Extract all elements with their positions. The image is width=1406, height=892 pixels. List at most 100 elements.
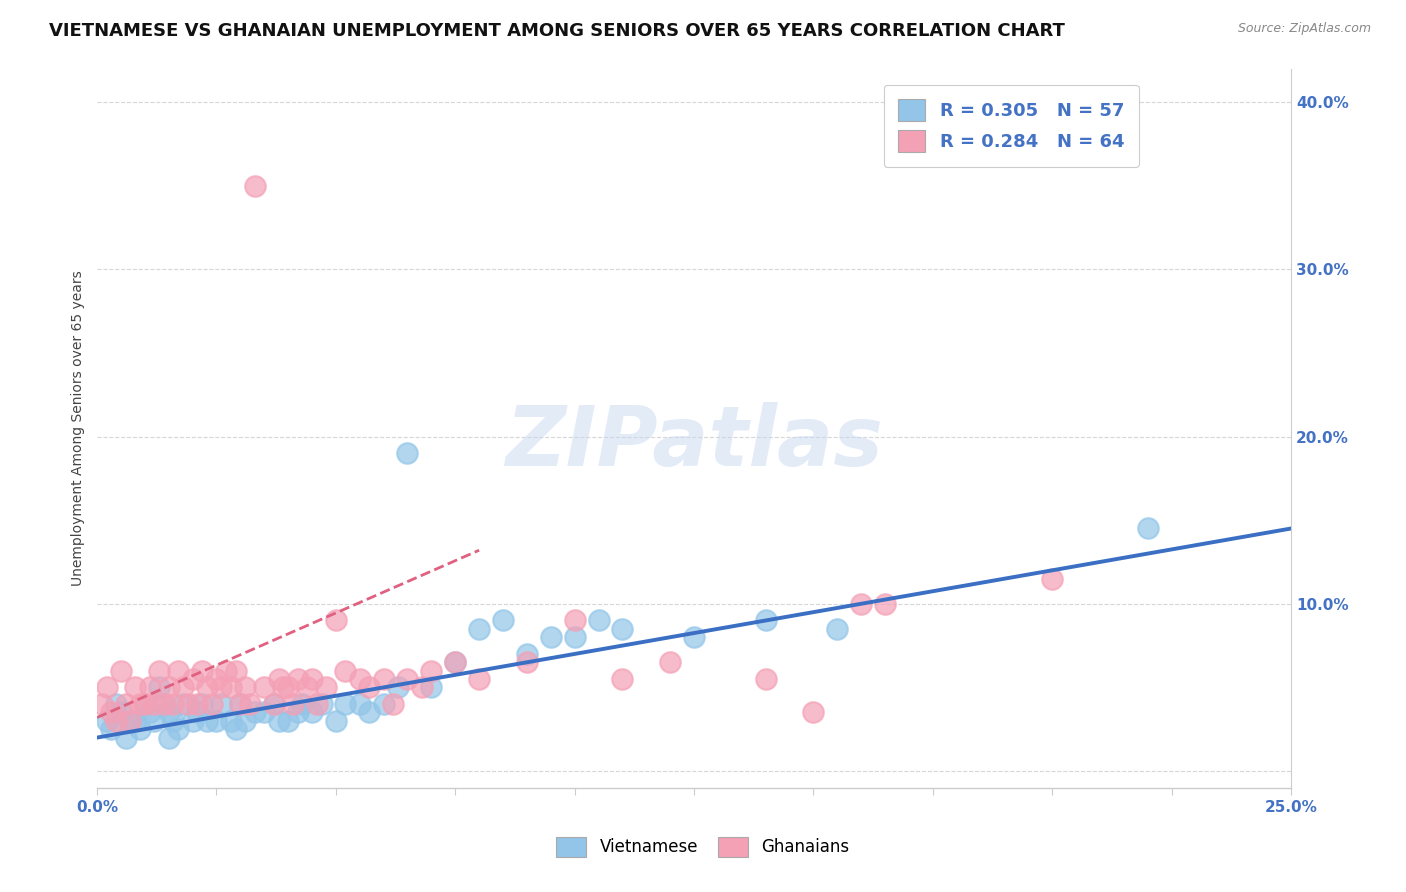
Point bbox=[143, 697, 166, 711]
Point bbox=[516, 647, 538, 661]
Point bbox=[153, 697, 176, 711]
Point bbox=[325, 614, 347, 628]
Point bbox=[396, 672, 419, 686]
Y-axis label: Unemployment Among Seniors over 65 years: Unemployment Among Seniors over 65 years bbox=[72, 270, 86, 586]
Text: VIETNAMESE VS GHANAIAN UNEMPLOYMENT AMONG SENIORS OVER 65 YEARS CORRELATION CHAR: VIETNAMESE VS GHANAIAN UNEMPLOYMENT AMON… bbox=[49, 22, 1066, 40]
Point bbox=[148, 681, 170, 695]
Point bbox=[420, 664, 443, 678]
Point bbox=[540, 630, 562, 644]
Text: ZIPatlas: ZIPatlas bbox=[505, 402, 883, 483]
Point bbox=[291, 697, 314, 711]
Point bbox=[239, 697, 262, 711]
Point bbox=[124, 681, 146, 695]
Point bbox=[755, 614, 778, 628]
Point bbox=[373, 672, 395, 686]
Point bbox=[191, 697, 214, 711]
Point bbox=[105, 697, 128, 711]
Point bbox=[277, 714, 299, 728]
Point bbox=[683, 630, 706, 644]
Point bbox=[612, 672, 634, 686]
Point bbox=[659, 655, 682, 669]
Point bbox=[387, 681, 409, 695]
Point bbox=[191, 664, 214, 678]
Point bbox=[100, 706, 122, 720]
Point bbox=[875, 597, 897, 611]
Point bbox=[349, 697, 371, 711]
Point bbox=[359, 706, 381, 720]
Point bbox=[96, 714, 118, 728]
Point bbox=[138, 706, 160, 720]
Point bbox=[253, 681, 276, 695]
Text: Source: ZipAtlas.com: Source: ZipAtlas.com bbox=[1237, 22, 1371, 36]
Point bbox=[396, 446, 419, 460]
Point bbox=[209, 681, 232, 695]
Point bbox=[181, 714, 204, 728]
Point bbox=[167, 664, 190, 678]
Point bbox=[167, 723, 190, 737]
Point bbox=[100, 723, 122, 737]
Point bbox=[359, 681, 381, 695]
Legend: Vietnamese, Ghanaians: Vietnamese, Ghanaians bbox=[543, 823, 863, 871]
Point bbox=[267, 672, 290, 686]
Point bbox=[335, 664, 357, 678]
Point bbox=[267, 714, 290, 728]
Point bbox=[105, 714, 128, 728]
Point bbox=[382, 697, 405, 711]
Point bbox=[229, 697, 252, 711]
Point bbox=[90, 697, 112, 711]
Point bbox=[177, 697, 200, 711]
Point bbox=[129, 723, 152, 737]
Point bbox=[225, 723, 247, 737]
Point bbox=[219, 714, 242, 728]
Point bbox=[114, 697, 136, 711]
Legend: R = 0.305   N = 57, R = 0.284   N = 64: R = 0.305 N = 57, R = 0.284 N = 64 bbox=[884, 85, 1139, 167]
Point bbox=[157, 731, 180, 745]
Point bbox=[186, 697, 208, 711]
Point bbox=[373, 697, 395, 711]
Point bbox=[444, 655, 467, 669]
Point bbox=[114, 731, 136, 745]
Point bbox=[96, 681, 118, 695]
Point bbox=[243, 178, 266, 193]
Point bbox=[148, 664, 170, 678]
Point bbox=[301, 706, 323, 720]
Point bbox=[301, 672, 323, 686]
Point bbox=[851, 597, 873, 611]
Point bbox=[157, 681, 180, 695]
Point bbox=[172, 681, 194, 695]
Point bbox=[516, 655, 538, 669]
Point bbox=[186, 706, 208, 720]
Point bbox=[205, 672, 228, 686]
Point bbox=[233, 714, 256, 728]
Point bbox=[120, 714, 142, 728]
Point bbox=[335, 697, 357, 711]
Point bbox=[205, 714, 228, 728]
Point bbox=[195, 681, 218, 695]
Point bbox=[305, 697, 328, 711]
Point bbox=[138, 681, 160, 695]
Point bbox=[209, 697, 232, 711]
Point bbox=[162, 714, 184, 728]
Point bbox=[420, 681, 443, 695]
Point bbox=[253, 706, 276, 720]
Point bbox=[162, 697, 184, 711]
Point bbox=[468, 622, 491, 636]
Point bbox=[219, 681, 242, 695]
Point bbox=[325, 714, 347, 728]
Point bbox=[201, 697, 224, 711]
Point bbox=[827, 622, 849, 636]
Point bbox=[277, 681, 299, 695]
Point bbox=[295, 681, 318, 695]
Point bbox=[124, 714, 146, 728]
Point bbox=[110, 664, 132, 678]
Point bbox=[215, 664, 238, 678]
Point bbox=[444, 655, 467, 669]
Point bbox=[281, 697, 304, 711]
Point bbox=[243, 706, 266, 720]
Point bbox=[287, 672, 309, 686]
Point bbox=[803, 706, 825, 720]
Point bbox=[120, 714, 142, 728]
Point bbox=[153, 697, 176, 711]
Point bbox=[1136, 521, 1159, 535]
Point bbox=[134, 697, 156, 711]
